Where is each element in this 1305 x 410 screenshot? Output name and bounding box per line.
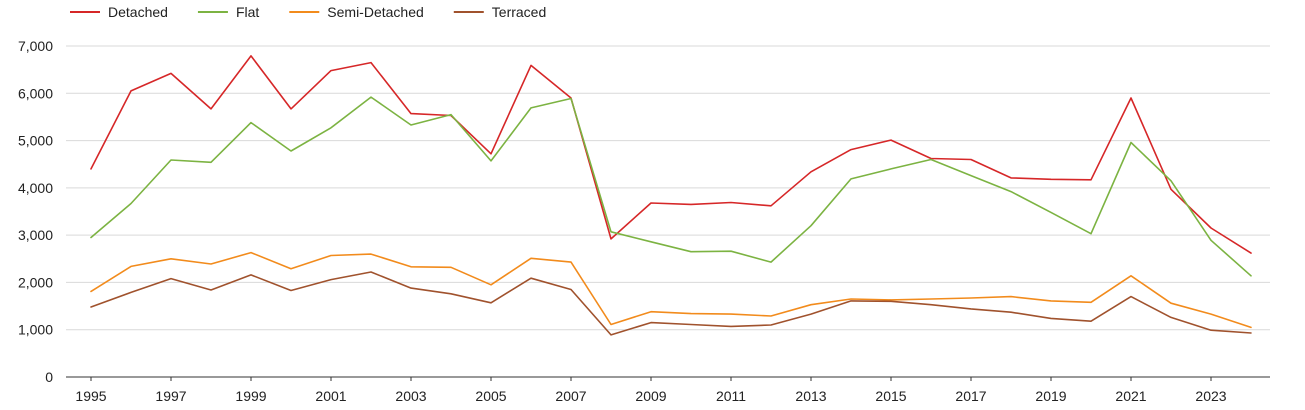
axis-layer: 0 1,000 2,000 3,000 4,000 5,000 6,000 7,000 1995… (18, 38, 1270, 404)
legend-item-terraced: Terraced (453, 4, 546, 20)
x-tick-label: 2019 (1035, 388, 1066, 404)
x-tick-label: 2007 (555, 388, 586, 404)
y-tick-label: 5,000 (18, 133, 53, 149)
x-tick-label: 2009 (635, 388, 666, 404)
legend-item-semi-detached: Semi-Detached (289, 4, 424, 20)
legend-item-detached: Detached (70, 4, 168, 20)
legend-label: Detached (108, 4, 168, 20)
x-tick-label: 2013 (795, 388, 826, 404)
y-tick-label: 1,000 (18, 322, 53, 338)
x-tick-label: 2023 (1195, 388, 1226, 404)
x-tick-label: 2003 (395, 388, 426, 404)
series-line-semi-detached (90, 251, 1252, 329)
series-line-flat (90, 96, 1252, 277)
legend-label: Flat (236, 4, 259, 20)
x-tick-label: 2017 (955, 388, 986, 404)
x-tick-label: 2021 (1115, 388, 1146, 404)
y-tick-label: 4,000 (18, 180, 53, 196)
legend: Detached Flat Semi-Detached Terraced (70, 4, 546, 20)
y-tick-label: 6,000 (18, 85, 53, 101)
grid-layer (66, 45, 1270, 331)
x-tick-label: 1999 (235, 388, 266, 404)
legend-label: Terraced (492, 4, 546, 20)
x-tick-label: 2005 (475, 388, 506, 404)
y-tick-label: 3,000 (18, 227, 53, 243)
x-tick-label: 1997 (155, 388, 186, 404)
legend-item-flat: Flat (197, 4, 259, 20)
series-line-terraced (90, 271, 1252, 336)
y-tick-label: 7,000 (18, 38, 53, 54)
x-tick-label: 2001 (315, 388, 346, 404)
series-line-detached (90, 55, 1252, 254)
series-layer (90, 55, 1252, 336)
legend-label: Semi-Detached (327, 4, 424, 20)
x-tick-label: 2011 (716, 388, 746, 404)
y-tick-label: 2,000 (18, 274, 53, 290)
x-tick-label: 1995 (75, 388, 106, 404)
y-tick-label: 0 (45, 369, 53, 385)
x-tick-label: 2015 (875, 388, 906, 404)
